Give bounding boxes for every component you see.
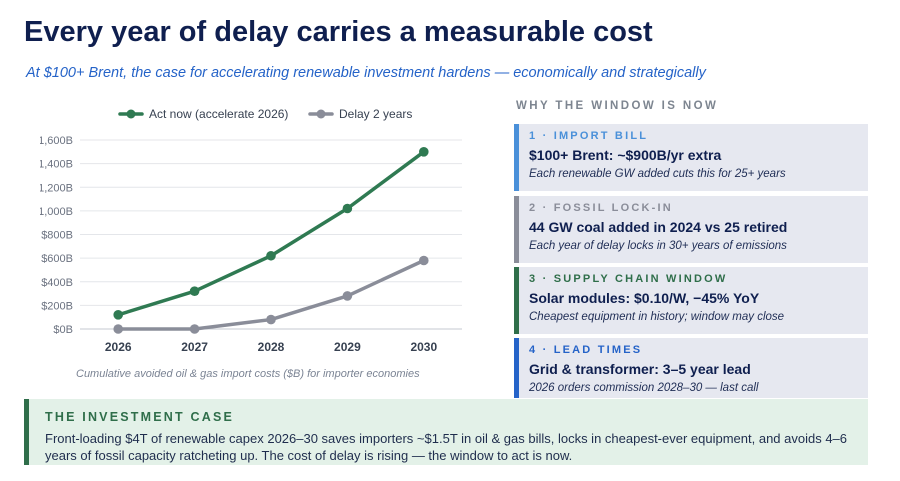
card-headline: Solar modules: $0.10/W, −45% YoY xyxy=(529,290,760,306)
legend-label: Act now (accelerate 2026) xyxy=(149,107,288,121)
series-point-1 xyxy=(113,324,123,334)
investment-case-box: THE INVESTMENT CASE Front-loading $4T of… xyxy=(24,399,868,465)
series-point-1 xyxy=(419,255,429,266)
series-point-0 xyxy=(113,310,123,320)
y-tick-label: $0B xyxy=(53,324,73,336)
card-label: 3 · SUPPLY CHAIN WINDOW xyxy=(529,273,728,285)
series-point-0 xyxy=(419,147,429,157)
card-lead-times: 4 · LEAD TIMES Grid & transformer: 3–5 y… xyxy=(514,338,868,398)
y-tick-label: $400B xyxy=(41,277,73,289)
series-point-1 xyxy=(342,291,353,301)
x-tick-label: 2028 xyxy=(258,340,285,354)
series-point-0 xyxy=(189,286,200,296)
x-tick-label: 2029 xyxy=(334,340,361,354)
legend-label: Delay 2 years xyxy=(339,107,412,121)
y-tick-label: $200B xyxy=(41,300,73,312)
x-tick-label: 2030 xyxy=(410,340,437,354)
card-label: 1 · IMPORT BILL xyxy=(529,130,649,142)
card-headline: $100+ Brent: ~$900B/yr extra xyxy=(529,147,722,163)
series-point-1 xyxy=(266,314,276,325)
page-subtitle: At $100+ Brent, the case for acceleratin… xyxy=(26,65,706,81)
card-supply-chain-window: 3 · SUPPLY CHAIN WINDOW Solar modules: $… xyxy=(514,267,868,334)
cost-line-chart: $0B $200B $400B $600B $800B $1,000B $1,200B $1,… xyxy=(40,107,462,354)
chart-caption: Cumulative avoided oil & gas import cost… xyxy=(76,368,420,380)
card-label: 2 · FOSSIL LOCK-IN xyxy=(529,202,673,214)
card-headline: Grid & transformer: 3–5 year lead xyxy=(529,361,751,377)
card-headline: 44 GW coal added in 2024 vs 25 retired xyxy=(529,219,788,235)
panel-heading: WHY THE WINDOW IS NOW xyxy=(516,100,719,112)
series-line-0 xyxy=(116,150,426,317)
series-point-1 xyxy=(189,324,200,334)
investment-case-title: THE INVESTMENT CASE xyxy=(45,410,235,424)
y-tick-label: $1,200B xyxy=(40,182,73,194)
y-tick-label: $800B xyxy=(41,230,73,242)
card-subtext: Cheapest equipment in history; window ma… xyxy=(529,311,785,323)
page-title: Every year of delay carries a measurable… xyxy=(24,16,653,48)
card-import-bill: 1 · IMPORT BILL $100+ Brent: ~$900B/yr e… xyxy=(514,124,868,191)
card-subtext: Each year of delay locks in 30+ years of… xyxy=(529,240,787,252)
y-tick-label: $1,000B xyxy=(40,206,73,218)
x-tick-label: 2027 xyxy=(181,340,208,354)
legend-swatch-dot xyxy=(316,109,326,119)
investment-case-body: Front-loading $4T of renewable capex 202… xyxy=(45,431,848,463)
x-tick-label: 2026 xyxy=(105,340,132,354)
y-tick-label: $1,400B xyxy=(40,159,73,171)
series-point-0 xyxy=(342,203,353,214)
card-subtext: Each renewable GW added cuts this for 25… xyxy=(529,168,786,180)
series-point-0 xyxy=(266,250,276,261)
card-fossil-lock-in: 2 · FOSSIL LOCK-IN 44 GW coal added in 2… xyxy=(514,196,868,263)
y-tick-label: $1,600B xyxy=(40,135,73,147)
y-tick-label: $600B xyxy=(41,253,73,265)
card-subtext: 2026 orders commission 2028–30 — last ca… xyxy=(529,382,759,394)
card-label: 4 · LEAD TIMES xyxy=(529,344,643,356)
legend-swatch-dot xyxy=(126,109,136,119)
